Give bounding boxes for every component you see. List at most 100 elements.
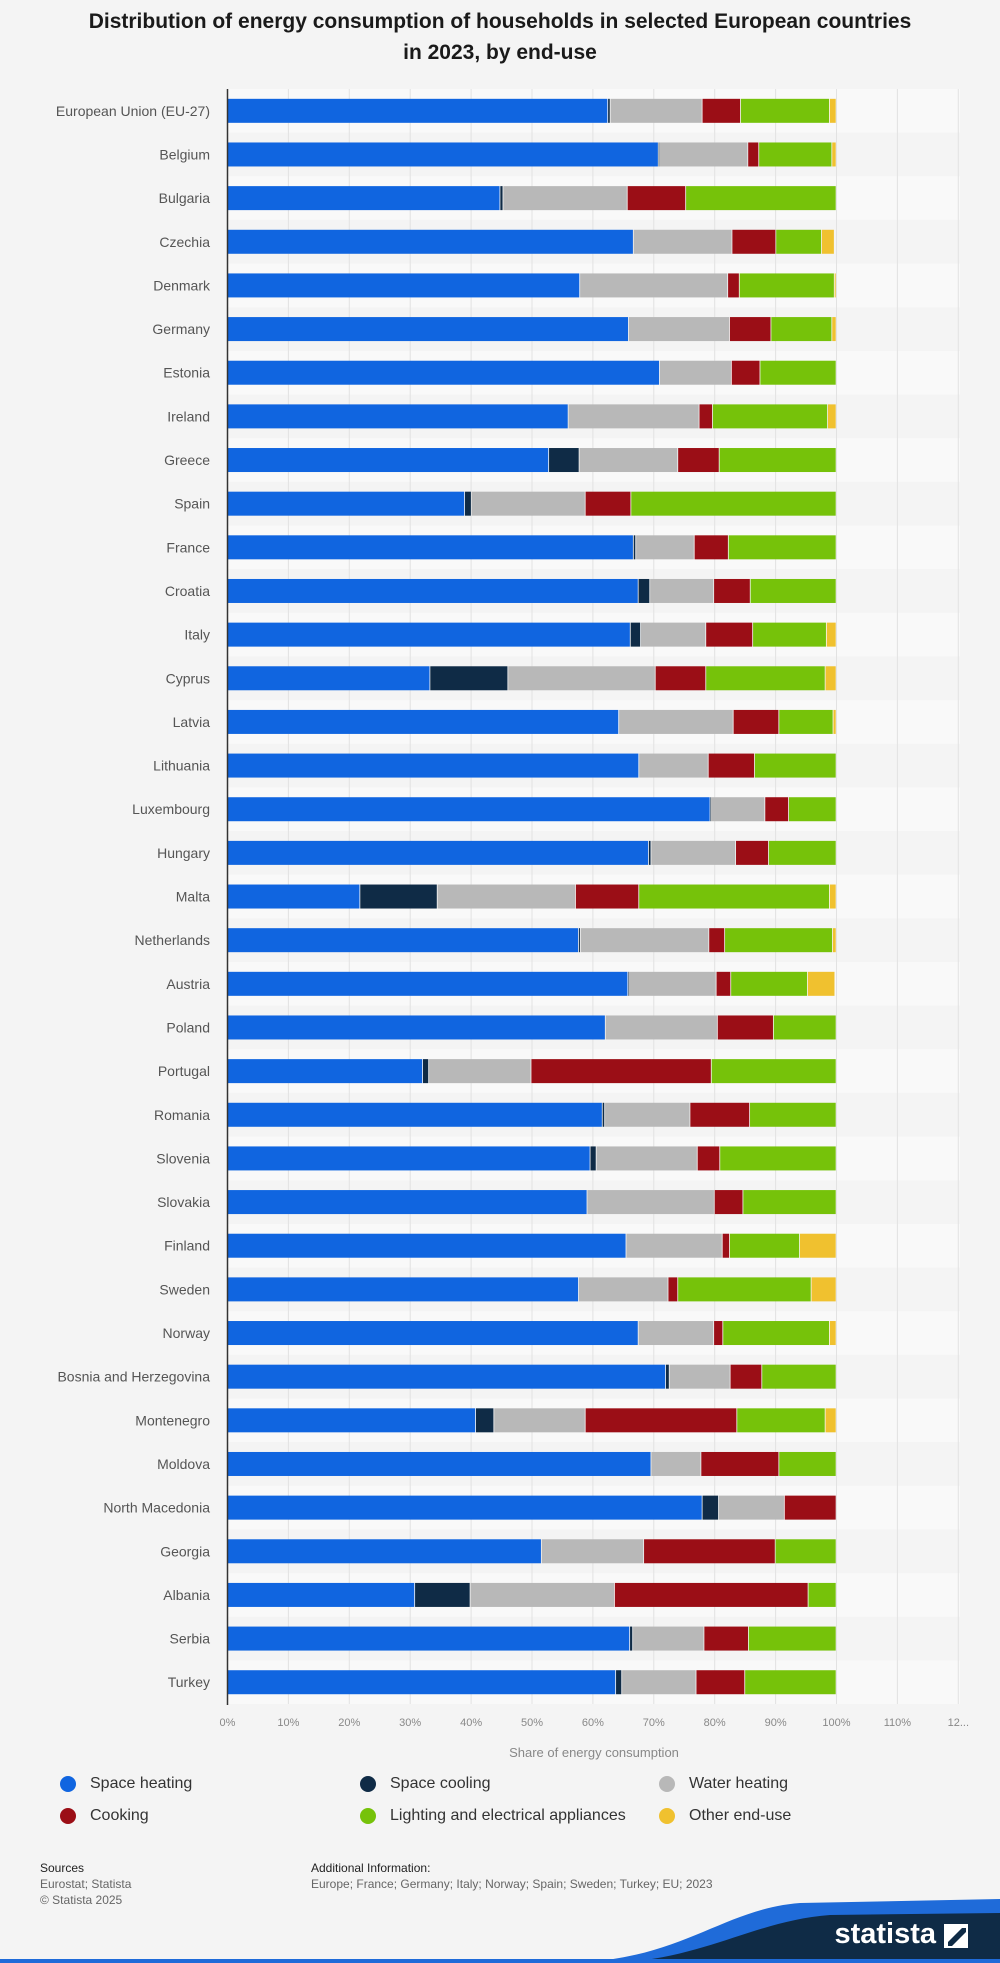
bar-segment: Belgium — Cooking: 1.8% — [748, 142, 759, 167]
x-tick-label: 20% — [338, 1717, 360, 1729]
bar-segment: Malta — Space heating: 21.8% — [227, 884, 360, 909]
bar-segment: Georgia — Lighting and electrical applia… — [775, 1539, 836, 1564]
bar-segment: Norway — Space heating: 67.5% — [227, 1321, 638, 1346]
bar-segment: Latvia — Water heating: 18.8% — [619, 709, 733, 734]
bar-segment: Luxembourg — Space cooling: 0.1% — [710, 797, 712, 822]
bar-segment: Belgium — Water heating: 14.6% — [659, 142, 748, 167]
legend-label: Water heating — [689, 1775, 789, 1792]
bar-segment: Luxembourg — Lighting and electrical app… — [788, 797, 836, 822]
bar-segment: Slovakia — Lighting and electrical appli… — [743, 1190, 836, 1215]
bar-segment: Austria — Cooking: 2.4% — [716, 971, 731, 996]
statista-logo[interactable]: statista — [834, 1918, 968, 1951]
category-label: Germany — [152, 321, 210, 337]
category-label: Cyprus — [166, 670, 210, 686]
x-tick-label: 40% — [460, 1717, 482, 1729]
bar-segment: Slovakia — Water heating: 20.9% — [587, 1190, 714, 1215]
sources-text[interactable]: Eurostat; Statista — [40, 1877, 132, 1891]
bar-segment: Bulgaria — Space cooling: 0.5% — [500, 186, 503, 211]
bar-segment: Cyprus — Lighting and electrical applian… — [706, 666, 825, 691]
category-label: Sweden — [159, 1281, 210, 1297]
legend-item-lighting[interactable]: Lighting and electrical appliances — [360, 1807, 626, 1825]
category-label: Serbia — [170, 1631, 211, 1647]
bar-segment: Slovenia — Space heating: 59.6% — [227, 1146, 590, 1171]
bar-segment: Portugal — Lighting and electrical appli… — [711, 1059, 836, 1084]
category-label: Georgia — [160, 1543, 210, 1559]
bar-segment: Czechia — Water heating: 16.2% — [633, 229, 732, 254]
bar-segment: Albania — Water heating: 23.7% — [470, 1582, 615, 1607]
category-label: Croatia — [165, 583, 210, 599]
category-label: Romania — [154, 1107, 210, 1123]
bar-segment: Montenegro — Space cooling: 3% — [475, 1408, 494, 1433]
legend-item-cooking[interactable]: Cooking — [60, 1807, 149, 1825]
legend-item-other[interactable]: Other end-use — [659, 1807, 791, 1825]
bar-segment: Austria — Other end-use: 4.5% — [807, 971, 835, 996]
bar-segment: Slovenia — Cooking: 3.7% — [697, 1146, 720, 1171]
legend-item-water-heating[interactable]: Water heating — [659, 1775, 788, 1793]
legend-item-space-cooling[interactable]: Space cooling — [360, 1775, 491, 1793]
category-label: France — [166, 539, 210, 555]
x-tick-label: 70% — [643, 1717, 665, 1729]
x-tick-label: 100% — [822, 1717, 850, 1729]
x-tick-labels: 0% 10% 20% 30% 40% 50% 60% 70% 80% 90% 100% 110% 12.… — [220, 1717, 969, 1729]
category-label: Netherlands — [135, 932, 211, 948]
bar-segment: Portugal — Space heating: 32.1% — [227, 1059, 423, 1084]
category-label: Estonia — [163, 365, 210, 381]
bar-segment: Lithuania — Water heating: 11.4% — [639, 753, 708, 778]
x-tick-label: 50% — [521, 1717, 543, 1729]
bar-segment: France — Space heating: 66.7% — [227, 535, 633, 560]
bar-segment: Italy — Other end-use: 1.6% — [826, 622, 836, 647]
bar-segment: Slovakia — Cooking: 4.7% — [714, 1190, 743, 1215]
category-label: Albania — [163, 1587, 210, 1603]
bar-segment: Sweden — Water heating: 14.7% — [578, 1277, 668, 1302]
category-label: Turkey — [168, 1674, 210, 1690]
bar-segment: Lithuania — Cooking: 7.6% — [708, 753, 755, 778]
bar-segment: Turkey — Water heating: 12.2% — [622, 1670, 696, 1695]
bar-segment: Italy — Lighting and electrical applianc… — [753, 622, 826, 647]
bar-segment: Sweden — Cooking: 1.6% — [668, 1277, 678, 1302]
legend-swatch — [659, 1776, 675, 1792]
bar-segment: North Macedonia — Water heating: 10.8% — [718, 1495, 784, 1520]
bar-segment: Spain — Cooking: 7.5% — [585, 491, 631, 516]
bars: European Union (EU-27) — Space heating: … — [227, 98, 836, 1695]
statista-logo-icon — [944, 1923, 968, 1948]
category-label: Denmark — [153, 277, 211, 293]
bar-segment: European Union (EU-27) — Space cooling: … — [608, 98, 610, 123]
bar-segment: Albania — Space cooling: 9.1% — [415, 1582, 470, 1607]
bar-segment: Moldova — Lighting and electrical applia… — [779, 1451, 836, 1476]
bar-segment: Hungary — Cooking: 5.4% — [736, 840, 769, 865]
category-label: Lithuania — [153, 758, 210, 774]
category-label: Slovenia — [156, 1150, 210, 1166]
category-label: Belgium — [159, 146, 210, 162]
category-label: Poland — [166, 1019, 210, 1035]
bar-segment: Montenegro — Cooking: 24.9% — [585, 1408, 737, 1433]
legend-label: Other end-use — [689, 1807, 792, 1824]
bar-segment: Czechia — Cooking: 7.2% — [732, 229, 776, 254]
bar-segment: European Union (EU-27) — Lighting and el… — [740, 98, 830, 123]
bar-segment: Spain — Space cooling: 1.1% — [465, 491, 471, 516]
chart-title: Distribution of energy consumption of ho… — [88, 10, 912, 64]
legend-label: Space cooling — [390, 1775, 491, 1792]
legend-swatch — [360, 1808, 376, 1824]
category-label: Hungary — [157, 845, 210, 861]
bar-segment: Greece — Space heating: 52.8% — [227, 448, 549, 473]
x-axis-label: Share of energy consumption — [509, 1745, 679, 1760]
bar-segment: Romania — Lighting and electrical applia… — [750, 1102, 836, 1127]
bar-segment: Austria — Lighting and electrical applia… — [731, 971, 808, 996]
bar-segment: Belgium — Lighting and electrical applia… — [759, 142, 832, 167]
bar-segment: Croatia — Space cooling: 1.9% — [638, 578, 650, 603]
bar-segment: Turkey — Cooking: 8% — [696, 1670, 745, 1695]
bar-segment: Cyprus — Other end-use: 1.8% — [825, 666, 836, 691]
bar-segment: Serbia — Space heating: 66.1% — [227, 1626, 630, 1651]
bar-segment: Montenegro — Other end-use: 1.8% — [825, 1408, 836, 1433]
legend-item-space-heating[interactable]: Space heating — [60, 1775, 192, 1793]
additional-info-block: Additional Information: Europe; France; … — [311, 1860, 713, 1892]
bar-segment: Malta — Space cooling: 12.7% — [360, 884, 437, 909]
x-tick-label: 110% — [884, 1717, 912, 1729]
category-label: Bulgaria — [159, 190, 211, 206]
category-label: Italy — [184, 627, 210, 643]
bar-segment: Luxembourg — Space heating: 79.3% — [227, 797, 710, 822]
legend-swatch — [360, 1776, 376, 1792]
bar-segment: Spain — Space heating: 39% — [227, 491, 465, 516]
bar-segment: European Union (EU-27) — Space heating: … — [227, 98, 608, 123]
legend-label: Lighting and electrical appliances — [390, 1807, 626, 1824]
